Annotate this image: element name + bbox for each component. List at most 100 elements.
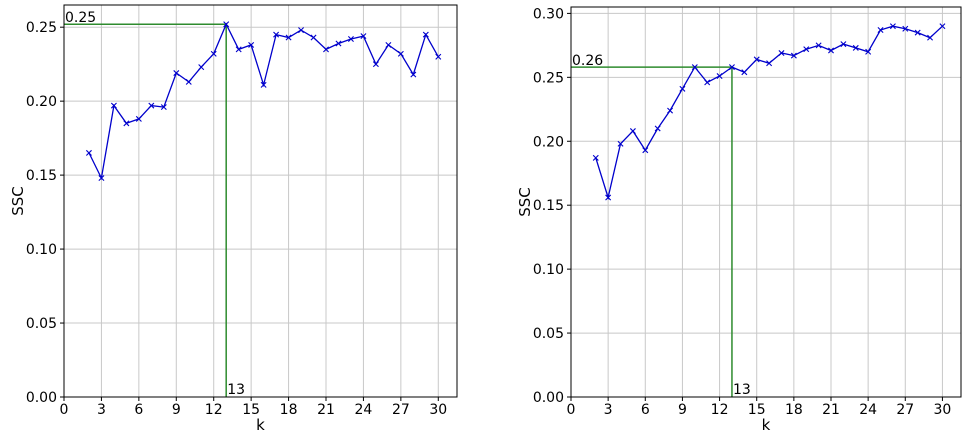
x-tick-label: 27 [392,402,410,418]
highlight-x-annotation: 13 [227,382,245,398]
data-point-marker [617,140,624,147]
x-axis-label: k [256,416,265,434]
x-tick-label: 18 [785,402,803,418]
y-tick-label: 0.15 [533,198,564,214]
data-point-marker [778,50,785,57]
chart-right: 0 3 6 9 12 15 18 21 24 27 30 0.00 0.05 0.10 0.15 0.20 0.… [516,6,962,434]
data-point-marker [185,78,192,85]
data-point-marker [173,70,180,77]
data-point-marker [654,125,661,132]
y-tick-label: 0.00 [26,390,57,406]
y-tick-label: 0.05 [533,326,564,342]
data-point-marker [828,47,834,54]
data-point-marker [160,104,167,111]
y-axis-label: SSC [516,187,534,217]
series-line [595,25,943,200]
data-point-marker [198,64,205,71]
data-point-marker [235,46,242,53]
data-point-marker [865,48,872,55]
y-axis-label: SSC [9,186,27,216]
data-point-marker [298,27,305,34]
y-tick-label: 0.20 [533,134,564,150]
x-tick-label: 24 [859,402,877,418]
data-point-marker [372,61,379,68]
y-tick-label: 0.10 [533,262,564,278]
data-point-marker [704,79,711,86]
x-tick-label: 6 [641,402,650,418]
data-point-marker [766,60,773,67]
data-point-marker [260,81,267,88]
x-tick-label: 3 [97,402,106,418]
data-point-marker [840,41,847,48]
y-tick-label: 0.20 [26,94,57,110]
data-point-marker [605,194,612,201]
data-point-marker [939,23,946,30]
data-point-marker [385,41,392,48]
highlight-y-annotation: 0.26 [572,53,603,69]
y-tick-label: 0.10 [26,242,57,258]
y-tick-label: 0.15 [26,168,57,184]
data-point-marker [273,31,280,38]
x-tick-label: 0 [567,402,576,418]
data-point-marker [210,50,217,57]
data-point-marker [889,23,896,30]
x-tick-label: 6 [134,402,143,418]
x-axis-label: k [762,416,771,434]
data-point-marker [667,107,674,114]
data-point-marker [335,40,342,47]
y-tick-label: 0.30 [533,6,564,22]
x-tick-label: 27 [896,402,914,418]
chart-left: 0 3 6 9 12 15 18 21 24 27 30 0.00 0.05 0.10 0.15 0.20 0.… [9,4,458,434]
data-point-marker [360,33,367,40]
data-point-marker [642,147,649,154]
data-point-marker [753,56,760,63]
data-point-marker [323,46,329,53]
data-point-marker [85,149,92,156]
data-point-marker [716,73,723,80]
data-point-marker [679,85,686,92]
data-point-marker [902,25,909,32]
data-point-marker [927,34,934,41]
data-point-marker [790,52,797,59]
data-point-marker [629,128,636,135]
x-tick-label: 9 [678,402,687,418]
y-tick-label: 0.25 [26,20,57,36]
x-tick-label: 0 [60,402,69,418]
x-tick-label: 3 [604,402,613,418]
data-point-marker [592,154,599,161]
data-point-marker [691,64,698,71]
data-point-marker [803,46,810,53]
data-point-marker [248,41,255,48]
data-point-marker [914,29,921,36]
data-point-marker [852,44,859,51]
axes-frame [570,6,962,398]
data-point-marker [435,53,442,60]
data-point-marker [410,71,417,78]
data-point-marker [877,27,884,34]
x-tick-label: 18 [280,402,298,418]
x-tick-label: 21 [317,402,335,418]
x-tick-label: 30 [429,402,447,418]
data-point-marker [347,36,354,43]
highlight-x-annotation: 13 [733,382,751,398]
data-point-marker [397,50,404,57]
data-point-marker [310,34,317,41]
data-point-marker [123,120,130,127]
x-tick-label: 9 [172,402,181,418]
x-tick-label: 12 [711,402,729,418]
data-point-marker [223,21,230,28]
data-point-marker [741,69,748,76]
y-tick-label: 0.00 [533,390,564,406]
x-tick-label: 12 [205,402,223,418]
y-tick-label: 0.05 [26,316,57,332]
axes-frame [63,4,458,398]
data-point-marker [285,34,292,41]
data-point-marker [422,31,429,38]
data-point-marker [135,115,142,122]
x-tick-label: 15 [748,402,766,418]
x-tick-label: 24 [355,402,373,418]
highlight-y-annotation: 0.25 [65,10,96,26]
data-point-marker [110,102,117,109]
data-point-marker [815,42,822,49]
